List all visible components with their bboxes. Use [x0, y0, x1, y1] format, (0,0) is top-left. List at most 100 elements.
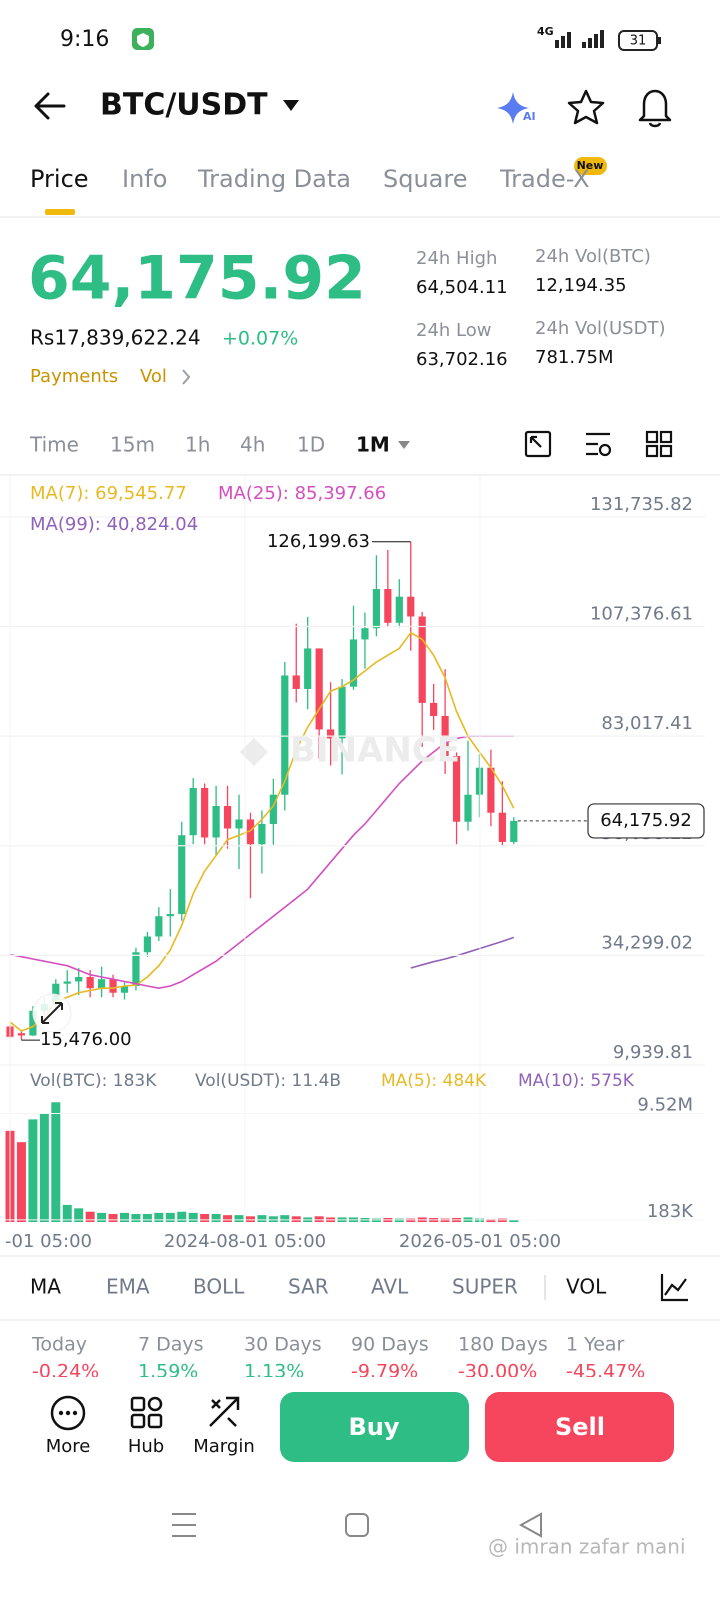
- sell-button[interactable]: [485, 1392, 674, 1462]
- interval[interactable]: 4h: [240, 433, 265, 457]
- candle-body: [63, 981, 71, 984]
- indicator-tab[interactable]: VOL: [566, 1275, 607, 1299]
- indicator-tab[interactable]: SAR: [288, 1275, 329, 1299]
- performance-row: Today -0.24% 7 Days 1.59% 30 Days 1.13% 90 Day…: [31, 1334, 645, 1383]
- candle-body: [304, 648, 312, 689]
- candle-body: [109, 979, 117, 993]
- margin-icon[interactable]: [209, 1396, 240, 1427]
- interval[interactable]: 1h: [185, 433, 210, 457]
- candle-body: [269, 794, 277, 824]
- pair-title[interactable]: BTC/USDT: [100, 88, 268, 123]
- volume-bar: [188, 1212, 198, 1222]
- back-button[interactable]: [34, 92, 66, 120]
- stat-label: 24h High: [416, 248, 497, 269]
- perf-period: 7 Days: [138, 1334, 204, 1356]
- volume-bar: [211, 1214, 221, 1222]
- candle-body: [361, 628, 369, 640]
- perf-period: 1 Year: [566, 1334, 625, 1356]
- indicator-settings[interactable]: [660, 1274, 688, 1302]
- candle-body: [98, 979, 106, 989]
- candle-body: [395, 596, 403, 623]
- stat-label: 24h Low: [416, 320, 491, 341]
- candle-body: [475, 767, 484, 795]
- hub-icon[interactable]: [130, 1396, 163, 1429]
- more-icon[interactable]: [50, 1395, 86, 1431]
- perf-change: 1.59%: [138, 1361, 198, 1383]
- volume-bar: [268, 1216, 278, 1222]
- pair-dropdown[interactable]: [283, 100, 299, 111]
- perf-change: 1.13%: [244, 1361, 304, 1383]
- action-label[interactable]: Margin: [193, 1436, 254, 1457]
- ma-legend: MA(25): 85,397.66: [218, 483, 386, 504]
- interval[interactable]: Time: [29, 433, 79, 457]
- perf-change: -0.24%: [32, 1361, 99, 1383]
- perf-period: Today: [31, 1334, 87, 1356]
- tab[interactable]: Trading Data: [197, 165, 351, 193]
- high-label: 126,199.63: [267, 531, 370, 552]
- volume-bar: [39, 1113, 49, 1222]
- low-label: 15,476.00: [40, 1029, 132, 1050]
- y-tick-label: 34,299.02: [601, 932, 693, 953]
- volume-bar: [28, 1119, 38, 1222]
- volume-bar: [97, 1212, 107, 1222]
- volume-tick-label: 183K: [647, 1201, 694, 1222]
- indicator-tab[interactable]: BOLL: [193, 1275, 245, 1299]
- tab[interactable]: Trade-X: [499, 165, 590, 193]
- action-label[interactable]: More: [46, 1436, 91, 1457]
- stat-value: 781.75M: [535, 347, 614, 368]
- candle-body: [178, 835, 186, 914]
- volume-bar: [291, 1216, 301, 1222]
- chevron[interactable]: [182, 369, 191, 385]
- candle-body: [155, 916, 163, 937]
- nav-back[interactable]: [518, 1512, 542, 1538]
- volume-legend: MA(5): 484K: [381, 1071, 487, 1091]
- ma-legend: MA(7): 69,545.77: [30, 483, 187, 504]
- perf-change: -30.00%: [458, 1361, 537, 1383]
- nav-home[interactable]: [345, 1513, 369, 1537]
- candle-body: [166, 913, 174, 917]
- volume-bar: [280, 1215, 290, 1222]
- tab[interactable]: Square: [383, 165, 468, 193]
- interval[interactable]: 1M: [356, 433, 390, 457]
- volume-bar: [509, 1219, 519, 1222]
- candle-body: [327, 729, 335, 739]
- tab[interactable]: Price: [30, 165, 89, 193]
- info-link[interactable]: Vol: [140, 366, 167, 387]
- buy-button[interactable]: [280, 1392, 469, 1462]
- favorite-button[interactable]: [567, 89, 605, 125]
- interval[interactable]: 15m: [110, 433, 155, 457]
- tab[interactable]: Info: [122, 165, 167, 193]
- candle-body: [418, 616, 426, 703]
- volume-tick-label: 9.52M: [637, 1094, 693, 1115]
- indicator-tab[interactable]: EMA: [106, 1275, 150, 1299]
- sell-label[interactable]: Sell: [555, 1413, 605, 1441]
- perf-period: 180 Days: [458, 1334, 548, 1356]
- candle-body: [223, 805, 232, 829]
- indicator-tab[interactable]: AVL: [371, 1275, 409, 1299]
- volume-bar: [142, 1214, 152, 1222]
- info-link[interactable]: Payments: [30, 366, 118, 387]
- ma-legend: MA(99): 40,824.04: [30, 514, 198, 535]
- candle-body: [120, 985, 129, 993]
- perf-change: -9.79%: [351, 1361, 418, 1383]
- volume-bar: [223, 1215, 233, 1222]
- volume-bar: [131, 1214, 141, 1222]
- nav-menu[interactable]: [172, 1513, 196, 1537]
- ma-line: [9, 631, 515, 1032]
- indicator-tab[interactable]: MA: [30, 1275, 61, 1299]
- alert-button[interactable]: [638, 89, 672, 128]
- indicator-tab[interactable]: SUPER: [452, 1275, 518, 1299]
- shield-icon: [137, 33, 149, 47]
- candle-body: [452, 756, 461, 822]
- chart-tools[interactable]: [524, 430, 673, 458]
- interval-dropdown[interactable]: [398, 441, 410, 449]
- watermark-logo: [240, 738, 268, 766]
- interval[interactable]: 1D: [297, 433, 325, 457]
- ai-button[interactable]: [497, 92, 529, 124]
- volume-bar: [486, 1219, 496, 1222]
- buy-label[interactable]: Buy: [348, 1413, 399, 1441]
- action-label[interactable]: Hub: [128, 1436, 164, 1457]
